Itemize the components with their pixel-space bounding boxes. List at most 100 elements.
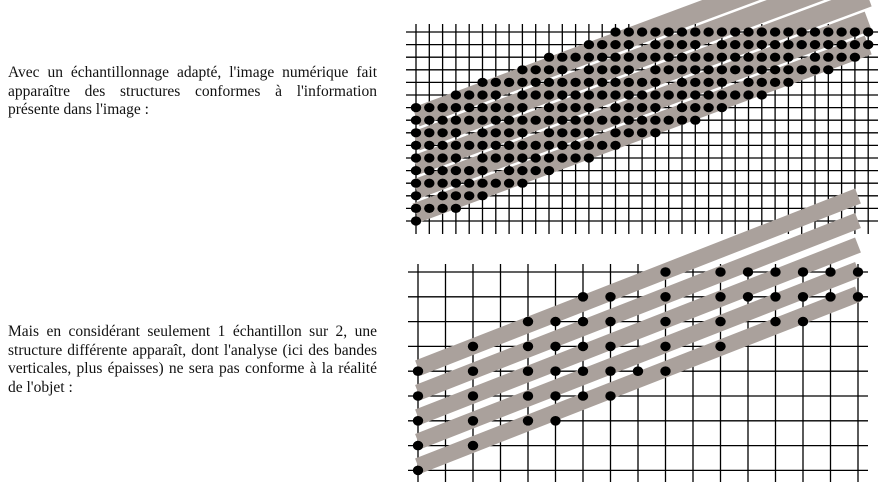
sample-dot — [632, 366, 644, 377]
sample-dot — [550, 316, 561, 327]
sample-dot — [543, 153, 555, 163]
sample-dot — [823, 27, 834, 37]
sample-dot — [730, 40, 741, 50]
sample-dot — [557, 103, 568, 113]
sample-dot — [543, 65, 555, 75]
sample-dot — [424, 140, 435, 150]
sample-dot — [583, 128, 595, 138]
sample-dot — [583, 52, 595, 62]
sample-dot — [490, 128, 501, 138]
sample-dot — [410, 203, 422, 213]
sample-dot — [464, 191, 475, 201]
sample-dot — [410, 140, 422, 150]
sample-dot — [660, 316, 671, 327]
sample-dot — [577, 366, 589, 377]
sample-dot — [716, 65, 728, 75]
sample-dot — [770, 267, 781, 277]
sample-dot — [783, 77, 794, 87]
sample-dot — [543, 140, 555, 150]
sample-dot — [450, 178, 462, 188]
sample-dot — [756, 52, 767, 62]
sample-dot — [676, 77, 688, 87]
sample-dot — [490, 140, 501, 150]
sample-dot — [597, 65, 608, 75]
sample-dot — [650, 65, 661, 75]
sample-dot — [623, 40, 634, 50]
sample-dot — [570, 90, 581, 100]
sample-dot — [477, 128, 488, 138]
sample-dot — [543, 77, 555, 87]
sample-dot — [570, 140, 581, 150]
sample-dot — [650, 52, 661, 62]
sample-dot — [743, 90, 754, 100]
sample-dot — [424, 128, 435, 138]
sample-dot — [650, 115, 661, 125]
sample-dot — [636, 90, 648, 100]
sample-dot — [477, 140, 488, 150]
diagonal-band — [415, 286, 861, 474]
sample-dot — [783, 52, 794, 62]
sample-dot — [467, 391, 479, 401]
sample-dot — [676, 40, 688, 50]
sample-dot — [557, 153, 568, 163]
sample-dot — [610, 103, 621, 113]
sample-dot — [836, 52, 847, 62]
sample-dot — [450, 140, 462, 150]
sample-dot — [676, 65, 688, 75]
sample-dot — [663, 65, 674, 75]
sample-dot — [610, 52, 621, 62]
sample-dot — [743, 27, 754, 37]
sample-dot — [676, 27, 688, 37]
sample-dot — [663, 52, 674, 62]
sample-dot — [490, 178, 501, 188]
sample-dot — [809, 52, 821, 62]
sample-dot — [703, 27, 714, 37]
sample-dot — [715, 341, 726, 352]
sample-dot — [597, 115, 608, 125]
sample-dot — [849, 52, 861, 62]
coarse-sampling-grid-figure — [408, 188, 868, 482]
sample-dot — [450, 103, 462, 113]
sample-dot — [823, 40, 834, 50]
sample-dot — [660, 341, 671, 352]
sample-dot — [756, 65, 767, 75]
sample-dot — [570, 153, 581, 163]
sample-dot — [424, 166, 435, 176]
sample-dot — [550, 391, 561, 401]
sample-dot — [583, 153, 595, 163]
sample-dot — [605, 366, 616, 377]
sample-dot — [597, 77, 608, 87]
sample-dot — [796, 27, 807, 37]
sample-dot — [543, 128, 555, 138]
sample-dot — [410, 115, 422, 125]
sample-dot — [490, 153, 501, 163]
sample-dot — [743, 77, 754, 87]
sample-dot — [517, 166, 528, 176]
sample-dot — [796, 65, 807, 75]
sample-dot — [849, 40, 861, 50]
sample-dot — [825, 267, 836, 277]
sample-dot — [836, 27, 847, 37]
sample-dot — [756, 90, 767, 100]
sample-dot — [703, 77, 714, 87]
sample-dot — [730, 27, 741, 37]
sample-dot — [863, 27, 874, 37]
sample-dot — [730, 65, 741, 75]
sample-dot — [690, 103, 701, 113]
sample-dot — [623, 27, 634, 37]
sample-dot — [557, 77, 568, 87]
sample-dot — [517, 128, 528, 138]
sample-dot — [450, 115, 462, 125]
sample-dot — [530, 115, 541, 125]
sample-dot — [517, 153, 528, 163]
sample-dot — [557, 52, 568, 62]
sample-dot — [490, 103, 501, 113]
sample-dot — [597, 90, 608, 100]
sample-dot — [464, 103, 475, 113]
sample-dot — [743, 40, 754, 50]
sample-dot — [797, 267, 809, 277]
fine-sampling-grid-figure — [406, 0, 878, 234]
sample-dot — [769, 27, 781, 37]
sample-dot — [597, 52, 608, 62]
sample-dot — [716, 27, 728, 37]
